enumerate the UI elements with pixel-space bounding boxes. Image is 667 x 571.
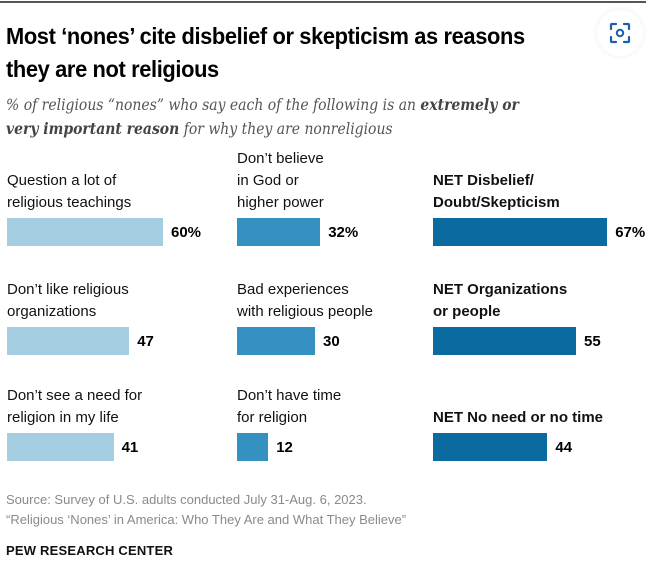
bar-label: NET Organizations or people	[433, 279, 567, 323]
bar-label: Question a lot of religious teachings	[7, 170, 131, 214]
brand-logo-text: PEW RESEARCH CENTER	[6, 543, 174, 558]
bar-label-line: or people	[433, 303, 501, 320]
bar-label-line: Doubt/Skepticism	[433, 194, 560, 211]
bar-label-line: with religious people	[237, 303, 373, 320]
title-line-1: Most ‘nones’ cite disbelief or skepticis…	[6, 23, 525, 49]
bar-value-label: 67%	[615, 224, 646, 241]
bar-value-label: 55	[584, 333, 601, 350]
bar	[237, 433, 269, 461]
bar-label-line: Don’t believe	[237, 150, 324, 167]
bar	[433, 433, 548, 461]
bar-label-line: Question a lot of	[7, 172, 117, 189]
bar-label-line: religion in my life	[7, 409, 119, 426]
bar-value-label: 60%	[171, 224, 202, 241]
bar-label-line: NET Organizations	[433, 281, 568, 298]
bar-value-label: 41	[121, 439, 139, 456]
bar-label-line: NET Disbelief/	[433, 172, 534, 189]
bar	[433, 327, 576, 355]
bar-label: Don’t like religious organizations	[7, 279, 129, 323]
source-note: Source: Survey of U.S. adults conducted …	[6, 490, 406, 530]
bar-value-label: 44	[555, 439, 573, 456]
bar-label-line: religious teachings	[7, 194, 132, 211]
bar	[7, 433, 114, 461]
source-line-1: Source: Survey of U.S. adults conducted …	[6, 492, 367, 507]
subtitle-emphasis-2: very important reason	[6, 119, 180, 138]
bar-value-label: 30	[323, 333, 340, 350]
bar-label-line: organizations	[7, 303, 97, 320]
bar-label: Bad experiences with religious people	[237, 279, 373, 323]
bar	[237, 327, 315, 355]
bar-label: Don’t believe in God or higher power	[237, 148, 324, 214]
bar-label-line: Bad experiences	[237, 281, 349, 298]
visual-search-icon	[609, 22, 631, 44]
bar	[237, 218, 321, 246]
source-line-2: “Religious ‘Nones’ in America: Who They …	[6, 512, 407, 527]
title-line-2: they are not religious	[6, 56, 219, 82]
subtitle-emphasis-1: extremely or	[420, 95, 519, 114]
bar-value-label: 12	[276, 439, 293, 456]
bar-label-line: Don’t have time	[237, 387, 342, 404]
bar-label-line: Don’t like religious	[7, 281, 129, 298]
subtitle-text-2: for why they are nonreligious	[179, 120, 393, 138]
bar-label-line: Don’t see a need for	[7, 387, 143, 404]
visual-search-button[interactable]	[597, 10, 643, 56]
bar	[7, 218, 163, 246]
bar-label-line: in God or	[237, 172, 299, 189]
subtitle-text-1: % of religious “nones” who say each of t…	[6, 96, 421, 114]
bar	[433, 218, 608, 246]
bar-value-label: 47	[137, 333, 154, 350]
bar-label: Don’t see a need for religion in my life	[7, 385, 142, 429]
bar-label-line: higher power	[237, 194, 324, 211]
bar-label-line: for religion	[237, 409, 308, 426]
chart-title: Most ‘nones’ cite disbelief or skepticis…	[6, 20, 601, 86]
bar-label: Don’t have time for religion	[237, 385, 341, 429]
bar-label: NET No need or no time	[433, 407, 603, 429]
bar	[7, 327, 130, 355]
bar-label: NET Disbelief/Doubt/Skepticism	[433, 170, 560, 214]
bar-value-label: 32%	[328, 224, 359, 241]
bar-label-line: NET No need or no time	[433, 409, 604, 426]
chart-subtitle: % of religious “nones” who say each of t…	[6, 93, 582, 141]
top-rule	[0, 1, 646, 3]
